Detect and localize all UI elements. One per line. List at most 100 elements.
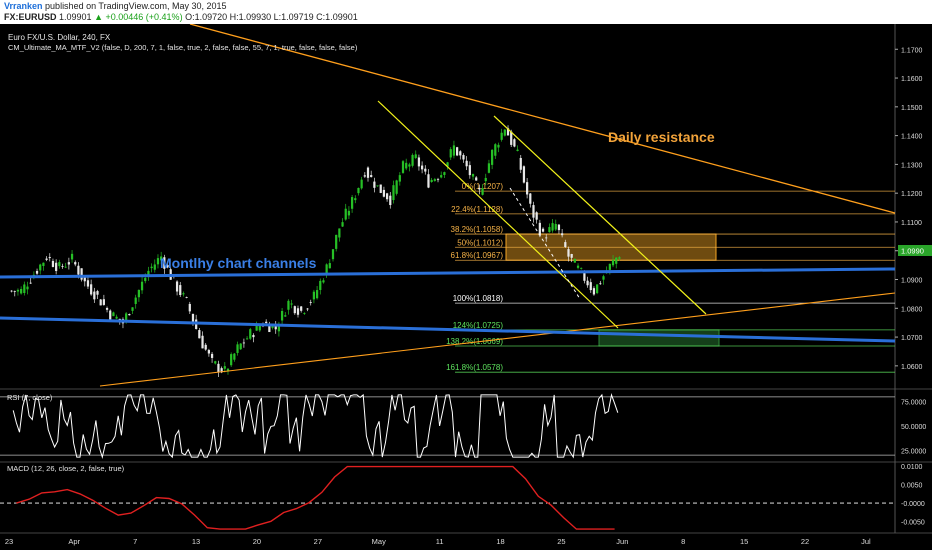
candle-body <box>526 182 529 195</box>
macd-line <box>16 465 615 530</box>
candle-body <box>309 302 312 303</box>
fib-label: 161.8%(1.0578) <box>446 363 503 372</box>
candle-body <box>125 313 128 322</box>
macd-tick-label: 0.0050 <box>901 482 923 489</box>
candle-body <box>105 307 109 310</box>
candle-body <box>296 308 300 315</box>
candle-body <box>115 316 118 319</box>
candle-body <box>226 368 230 372</box>
price-chart-svg[interactable]: 0%(1.1207)22.4%(1.1128)38.2%(1.1058)50%(… <box>0 23 932 550</box>
candle-body <box>220 368 223 373</box>
candle-body <box>284 315 287 317</box>
candle-body <box>541 228 545 232</box>
candle-body <box>373 181 376 188</box>
candle-body <box>471 174 475 177</box>
candle-body <box>452 145 456 156</box>
chart-background <box>0 24 932 550</box>
fib-label: 124%(1.0725) <box>453 321 504 330</box>
candle-body <box>245 338 249 340</box>
candle-body <box>51 260 55 267</box>
candle-body <box>160 256 163 261</box>
author-link[interactable]: Vrranken <box>4 1 43 11</box>
candle-body <box>179 285 182 295</box>
candle-body <box>608 263 611 270</box>
last-price-tag <box>898 245 932 256</box>
candle-body <box>398 175 401 182</box>
candle-body <box>55 262 58 271</box>
publish-header: Vrranken published on TradingView.com, M… <box>0 0 932 24</box>
candle-body <box>405 162 408 169</box>
candle-body <box>532 205 535 218</box>
candle-body <box>487 163 491 173</box>
candle-body <box>74 262 77 265</box>
candle-body <box>564 242 567 247</box>
candle-body <box>112 312 115 317</box>
candle-body <box>344 208 347 220</box>
price-axis: 1.1700 1.1600 1.1500 1.1400 1.1300 1.1200 1.11… <box>5 47 923 546</box>
parallel-channel-left <box>377 100 619 329</box>
candle-body <box>99 299 102 306</box>
candle-body <box>481 188 484 195</box>
candle-body <box>188 303 191 312</box>
candle-body <box>303 312 306 314</box>
candle-body <box>287 300 290 310</box>
x-tick-label: 20 <box>253 537 261 546</box>
candle-body <box>350 197 354 209</box>
candle-body <box>513 139 516 147</box>
candle-body <box>265 321 268 324</box>
change-value: ▲ +0.00446 (+0.41%) <box>94 12 183 22</box>
candle-body <box>214 361 217 364</box>
candle-body <box>258 326 261 331</box>
published-text: published on TradingView.com, May 30, 20… <box>45 1 227 11</box>
chart-stage[interactable]: 0%(1.1207)22.4%(1.1128)38.2%(1.1058)50%(… <box>0 23 932 550</box>
monthly-channels-annotation: Montlhy chart channels <box>160 255 317 271</box>
candle-body <box>80 268 83 280</box>
fib-label: 61.8%(1.0967) <box>451 251 504 260</box>
candle-body <box>395 180 398 194</box>
candle-body <box>382 189 386 197</box>
candle-body <box>580 267 583 269</box>
x-tick-label: Jun <box>616 537 628 546</box>
candle-body <box>392 185 395 201</box>
candle-body <box>242 342 246 344</box>
candle-body <box>519 157 522 170</box>
candle-body <box>554 223 557 230</box>
y-tick-label: 1.1200 <box>901 191 923 198</box>
projection-path <box>509 187 581 300</box>
x-tick-label: Apr <box>68 537 80 546</box>
candle-body <box>599 283 602 285</box>
x-tick-label: 18 <box>496 537 504 546</box>
candle-body <box>465 160 468 167</box>
candles <box>10 125 621 378</box>
candle-body <box>328 263 331 269</box>
candle-body <box>10 290 13 292</box>
daily-resistance-annotation: Daily resistance <box>608 129 715 145</box>
candle-body <box>13 290 16 292</box>
candle-body <box>516 149 519 151</box>
price-value: 1.09901 <box>59 12 92 22</box>
candle-body <box>312 291 316 300</box>
candle-body <box>191 313 195 322</box>
candle-body <box>182 293 185 295</box>
rsi-line <box>12 393 619 459</box>
candle-body <box>20 288 23 294</box>
candle-body <box>331 249 335 260</box>
candle-body <box>443 172 446 175</box>
candle-body <box>150 266 153 269</box>
candle-body <box>90 284 93 295</box>
macd-tick-label: -0.0000 <box>901 501 925 508</box>
candle-body <box>23 284 26 293</box>
candle-body <box>58 262 61 267</box>
candle-body <box>615 257 618 264</box>
candle-body <box>592 288 596 295</box>
candle-body <box>271 325 274 328</box>
candle-body <box>414 154 417 159</box>
y-tick-label: 1.0800 <box>901 306 923 313</box>
macd-label: MACD (12, 26, close, 2, false, true) <box>7 464 125 473</box>
candle-body <box>354 198 357 201</box>
x-tick-label: 13 <box>192 537 200 546</box>
candle-body <box>462 155 465 160</box>
candle-body <box>204 344 207 350</box>
candle-body <box>389 195 392 206</box>
candle-body <box>137 289 140 298</box>
